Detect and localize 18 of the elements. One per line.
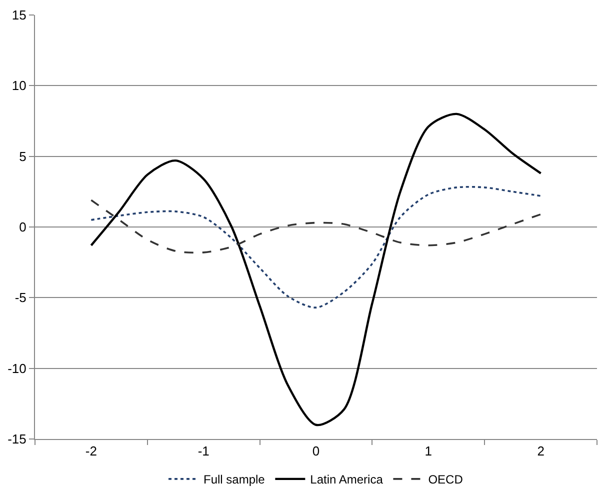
y-tick-label: -10	[8, 360, 26, 376]
legend-label: OECD	[428, 472, 464, 487]
legend-label: Full sample	[204, 472, 266, 487]
x-tick-label: 2	[537, 444, 544, 459]
y-tick-label: 0	[19, 220, 26, 235]
x-tick-label: -2	[85, 444, 97, 459]
legend-label: Latin America	[310, 472, 384, 487]
y-tick-label: -15	[8, 432, 26, 447]
y-tick-label: -5	[14, 290, 26, 306]
y-tick-label: 5	[19, 148, 26, 164]
y-tick-label: 10	[12, 78, 26, 94]
x-tick-label: 1	[424, 444, 432, 459]
y-tick-label: 15	[12, 8, 26, 23]
line-series	[90, 186, 542, 308]
x-tick-label: 0	[312, 444, 320, 459]
line-series	[90, 112, 542, 426]
x-tick-label: -1	[198, 444, 210, 459]
line-series	[90, 199, 542, 254]
